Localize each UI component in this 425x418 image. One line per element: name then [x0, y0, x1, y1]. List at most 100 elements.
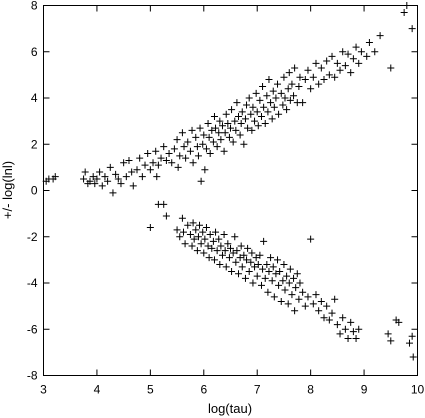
data-point-plus-marker — [236, 254, 244, 262]
data-point-plus-marker — [233, 247, 241, 255]
data-point-plus-marker — [178, 214, 186, 222]
data-point-plus-marker — [222, 263, 230, 271]
data-point-plus-marker — [355, 59, 363, 67]
data-point-plus-marker — [101, 173, 109, 181]
data-point-plus-marker — [196, 221, 204, 229]
data-point-plus-marker — [307, 85, 315, 93]
data-point-plus-marker — [288, 291, 296, 299]
data-point-plus-marker — [186, 230, 194, 238]
data-point-plus-marker — [341, 325, 349, 333]
data-point-plus-marker — [317, 298, 325, 305]
data-point-plus-marker — [181, 240, 189, 248]
data-point-plus-marker — [217, 242, 225, 250]
data-point-plus-marker — [272, 270, 280, 278]
data-point-plus-marker — [333, 321, 341, 329]
data-point-plus-marker — [243, 256, 251, 264]
data-point-plus-marker — [229, 249, 237, 257]
data-points — [42, 2, 417, 361]
data-point-plus-marker — [283, 272, 291, 280]
data-point-plus-marker — [179, 228, 187, 236]
data-point-plus-marker — [165, 150, 173, 157]
data-point-plus-marker — [178, 129, 186, 137]
data-point-plus-marker — [128, 168, 136, 176]
data-point-plus-marker — [283, 106, 291, 114]
data-point-plus-marker — [279, 277, 287, 285]
data-point-plus-marker — [270, 293, 278, 301]
data-point-plus-marker — [261, 119, 269, 127]
data-point-plus-marker — [281, 94, 289, 102]
data-point-plus-marker — [328, 52, 336, 60]
x-tick-label: 6 — [200, 383, 207, 397]
data-point-plus-marker — [341, 62, 349, 70]
axis-ticks: 3 4 5 6 7 8 9 10 -8 -6 -4 -2 0 2 4 6 8 — [27, 0, 425, 397]
data-point-plus-marker — [190, 235, 198, 243]
data-point-plus-marker — [315, 80, 323, 88]
data-point-plus-marker — [277, 298, 285, 305]
data-point-plus-marker — [349, 328, 357, 336]
data-point-plus-marker — [212, 228, 220, 236]
y-tick-label: -6 — [27, 322, 38, 336]
data-point-plus-marker — [125, 156, 133, 164]
data-point-plus-marker — [136, 154, 144, 162]
data-point-plus-marker — [236, 131, 244, 139]
data-point-plus-marker — [225, 254, 233, 262]
data-point-plus-marker — [215, 235, 223, 243]
data-point-plus-marker — [251, 117, 259, 125]
data-point-plus-marker — [208, 244, 216, 252]
data-point-plus-marker — [112, 170, 120, 178]
data-point-plus-marker — [312, 291, 320, 299]
data-point-plus-marker — [325, 71, 333, 79]
x-tick-label: 7 — [254, 383, 261, 397]
y-tick-label: -8 — [27, 369, 38, 383]
data-point-plus-marker — [188, 126, 196, 134]
data-point-plus-marker — [240, 140, 248, 148]
data-point-plus-marker — [301, 76, 309, 83]
data-point-plus-marker — [260, 237, 268, 245]
data-point-plus-marker — [376, 32, 384, 40]
data-point-plus-marker — [279, 101, 287, 109]
data-point-plus-marker — [304, 293, 312, 301]
data-point-plus-marker — [200, 131, 208, 139]
data-point-plus-marker — [265, 76, 273, 83]
data-point-plus-marker — [91, 180, 99, 188]
data-point-plus-marker — [264, 288, 272, 296]
data-point-plus-marker — [168, 159, 176, 167]
data-point-plus-marker — [217, 136, 225, 144]
data-point-plus-marker — [405, 339, 413, 347]
plot-area-frame — [43, 5, 418, 376]
data-point-plus-marker — [290, 274, 298, 282]
data-point-plus-marker — [252, 254, 260, 262]
data-point-plus-marker — [238, 263, 246, 271]
data-point-plus-marker — [170, 145, 178, 153]
data-point-plus-marker — [352, 43, 360, 51]
data-point-plus-marker — [248, 249, 256, 257]
x-axis-label: log(tau) — [208, 401, 252, 416]
data-point-plus-marker — [120, 159, 128, 167]
data-point-plus-marker — [409, 353, 417, 361]
data-point-plus-marker — [182, 154, 190, 162]
data-point-plus-marker — [186, 147, 194, 155]
data-point-plus-marker — [227, 124, 234, 132]
data-point-plus-marker — [129, 182, 137, 190]
data-point-plus-marker — [304, 66, 312, 74]
data-point-plus-marker — [293, 270, 301, 278]
data-point-plus-marker — [89, 173, 97, 181]
data-point-plus-marker — [280, 73, 288, 81]
data-point-plus-marker — [208, 126, 216, 134]
data-point-plus-marker — [114, 175, 122, 183]
data-point-plus-marker — [384, 330, 392, 338]
data-point-plus-marker — [249, 103, 257, 111]
data-point-plus-marker — [244, 124, 252, 132]
data-point-plus-marker — [275, 110, 283, 118]
data-point-plus-marker — [309, 73, 317, 81]
data-point-plus-marker — [315, 307, 323, 315]
data-point-plus-marker — [81, 168, 89, 176]
y-tick-label: 2 — [31, 137, 38, 151]
data-point-plus-marker — [286, 96, 294, 104]
data-point-plus-marker — [106, 163, 114, 171]
y-tick-label: 4 — [31, 91, 38, 105]
data-point-plus-marker — [209, 138, 217, 146]
data-point-plus-marker — [260, 103, 268, 111]
data-point-plus-marker — [184, 221, 192, 229]
data-point-plus-marker — [253, 108, 261, 116]
